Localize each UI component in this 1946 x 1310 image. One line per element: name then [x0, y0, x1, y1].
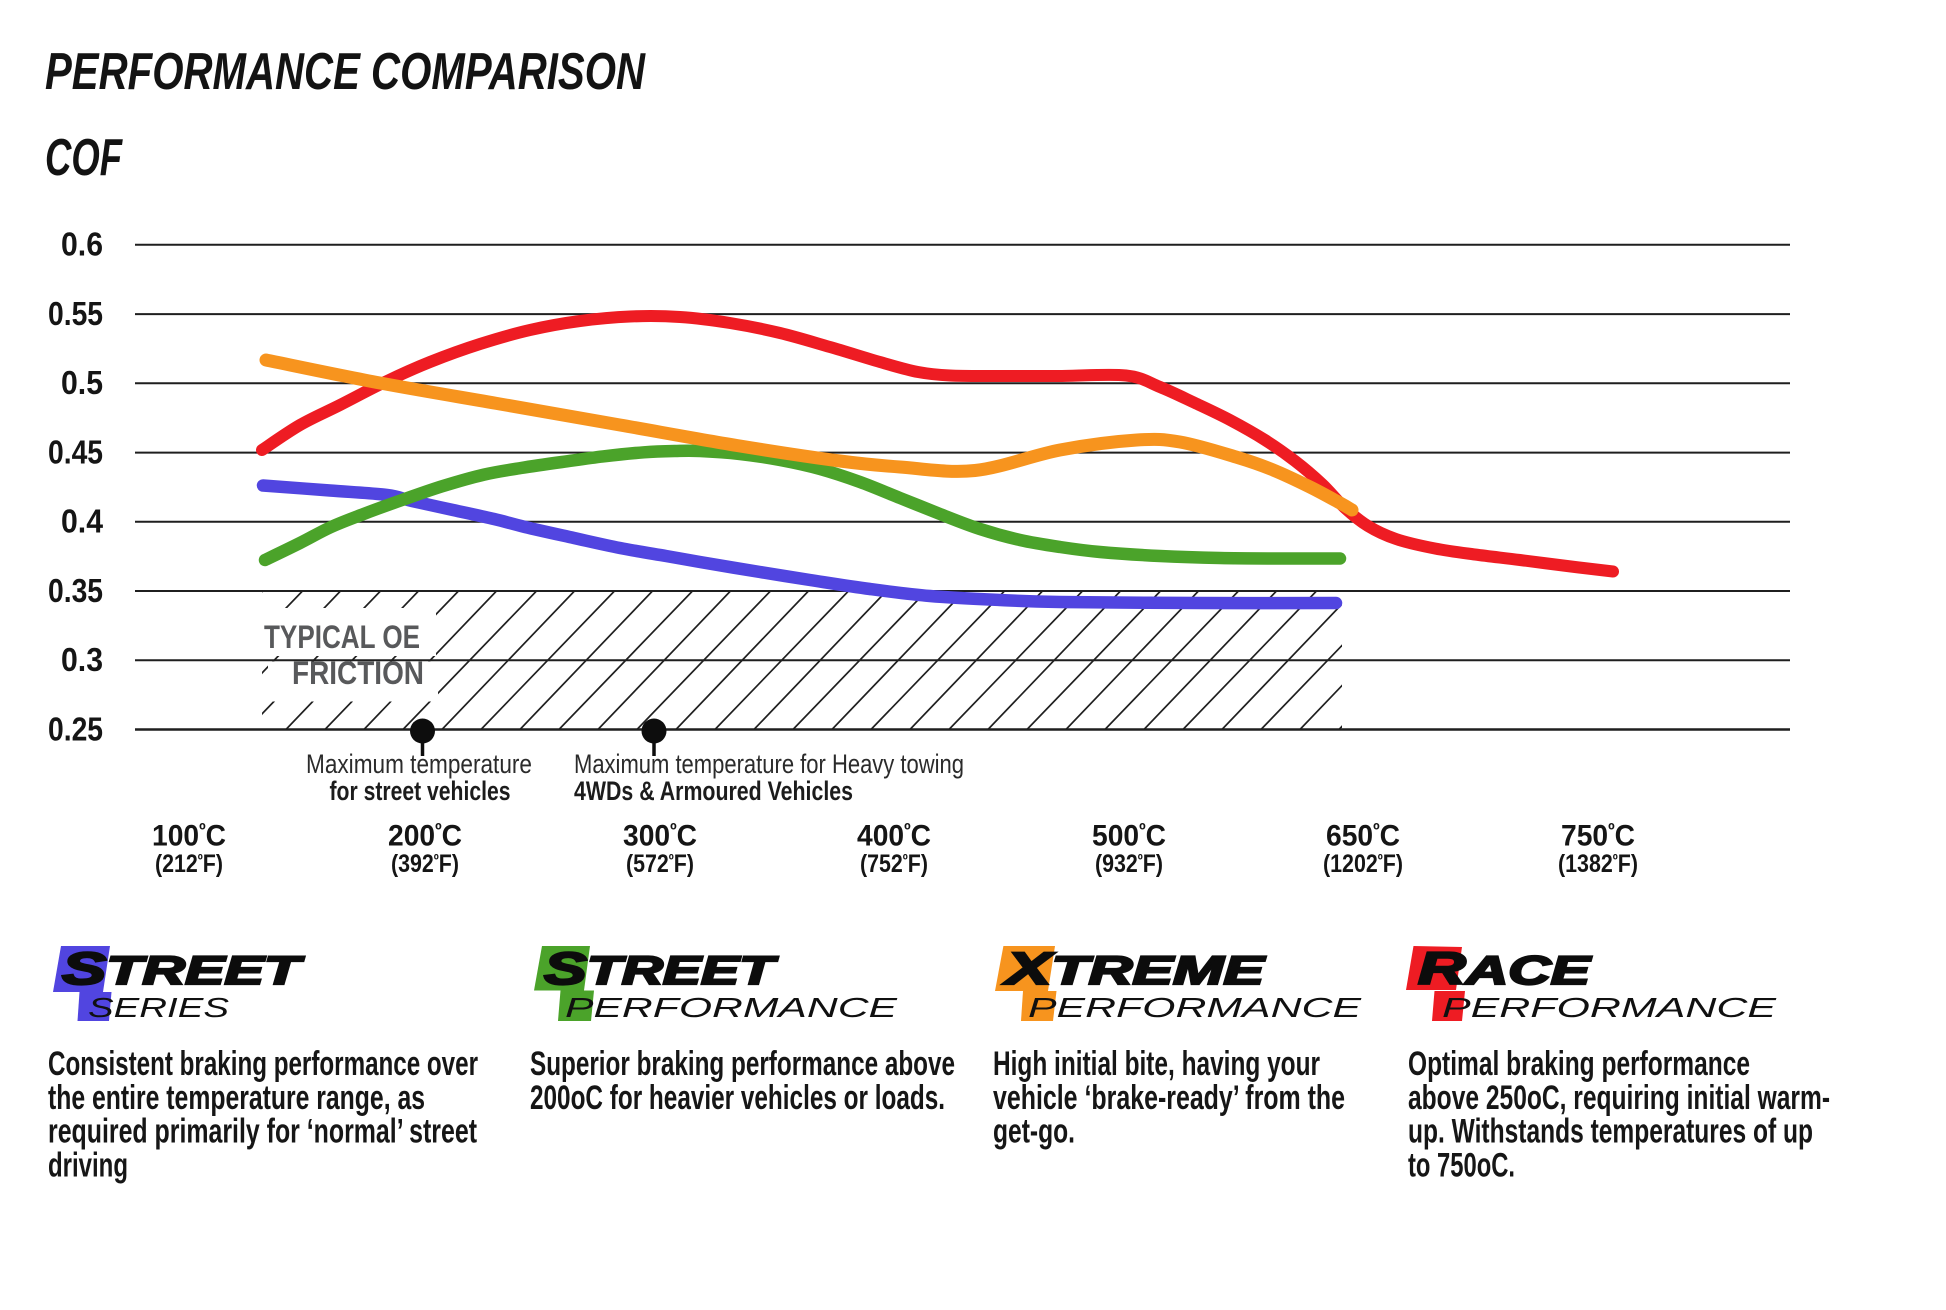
svg-text:TYPICAL OE: TYPICAL OE [264, 619, 420, 655]
svg-text:300ºC: 300ºC [623, 820, 697, 853]
svg-text:up. Withstands temperatures of: up. Withstands temperatures of up [1408, 1113, 1813, 1151]
svg-text:Superior braking performance a: Superior braking performance above [530, 1045, 955, 1083]
svg-text:(212ºF): (212ºF) [155, 850, 223, 878]
svg-text:400ºC: 400ºC [857, 820, 931, 853]
svg-text:FRICTION: FRICTION [292, 655, 424, 691]
svg-text:0.5: 0.5 [61, 364, 103, 401]
svg-text:PERFORMANCE: PERFORMANCE [565, 992, 897, 1023]
svg-text:PERFORMANCE: PERFORMANCE [1028, 992, 1361, 1023]
svg-text:0.3: 0.3 [61, 641, 103, 678]
svg-text:vehicle ‘brake-ready’ from the: vehicle ‘brake-ready’ from the [993, 1079, 1345, 1117]
svg-text:(572ºF): (572ºF) [626, 850, 694, 878]
svg-text:100ºC: 100ºC [152, 820, 226, 853]
svg-text:(752ºF): (752ºF) [860, 850, 928, 878]
svg-text:Maximum temperature: Maximum temperature [306, 749, 532, 779]
svg-text:(932ºF): (932ºF) [1095, 850, 1163, 878]
svg-text:to 750oC.: to 750oC. [1408, 1146, 1515, 1184]
svg-text:for street vehicles: for street vehicles [330, 776, 511, 806]
svg-text:driving: driving [48, 1146, 128, 1184]
svg-text:(392ºF): (392ºF) [391, 850, 459, 878]
svg-text:750ºC: 750ºC [1561, 820, 1635, 853]
svg-text:200ºC: 200ºC [388, 820, 462, 853]
svg-text:0.45: 0.45 [48, 433, 103, 470]
svg-text:500ºC: 500ºC [1092, 820, 1166, 853]
svg-text:(1382ºF): (1382ºF) [1558, 850, 1638, 878]
svg-text:the entire temperature range,: the entire temperature range, as [48, 1079, 425, 1117]
svg-text:(1202ºF): (1202ºF) [1323, 850, 1403, 878]
svg-text:200oC for heavier vehicles or: 200oC for heavier vehicles or loads. [530, 1079, 945, 1117]
svg-text:SERIES: SERIES [88, 992, 229, 1023]
svg-text:0.25: 0.25 [48, 710, 103, 747]
svg-text:Maximum temperature for Heavy: Maximum temperature for Heavy towing [574, 749, 964, 779]
svg-text:Consistent braking performance: Consistent braking performance over [48, 1045, 478, 1083]
svg-text:4WDs & Armoured Vehicles: 4WDs & Armoured Vehicles [574, 776, 853, 806]
svg-text:0.6: 0.6 [61, 226, 103, 263]
svg-text:Optimal braking performance: Optimal braking performance [1408, 1045, 1750, 1083]
svg-text:0.35: 0.35 [48, 572, 103, 609]
svg-text:get-go.: get-go. [993, 1113, 1075, 1151]
svg-text:0.4: 0.4 [61, 503, 104, 540]
svg-text:required primarily for ‘normal: required primarily for ‘normal’ street [48, 1113, 477, 1151]
svg-text:PERFORMANCE COMPARISON: PERFORMANCE COMPARISON [45, 43, 646, 101]
svg-text:above 250oC, requiring initial: above 250oC, requiring initial warm- [1408, 1079, 1830, 1117]
svg-text:COF: COF [45, 129, 123, 187]
svg-text:High initial bite, having your: High initial bite, having your [993, 1045, 1320, 1083]
svg-text:650ºC: 650ºC [1326, 820, 1400, 853]
svg-text:0.55: 0.55 [48, 295, 103, 332]
svg-text:PERFORMANCE: PERFORMANCE [1442, 992, 1776, 1023]
